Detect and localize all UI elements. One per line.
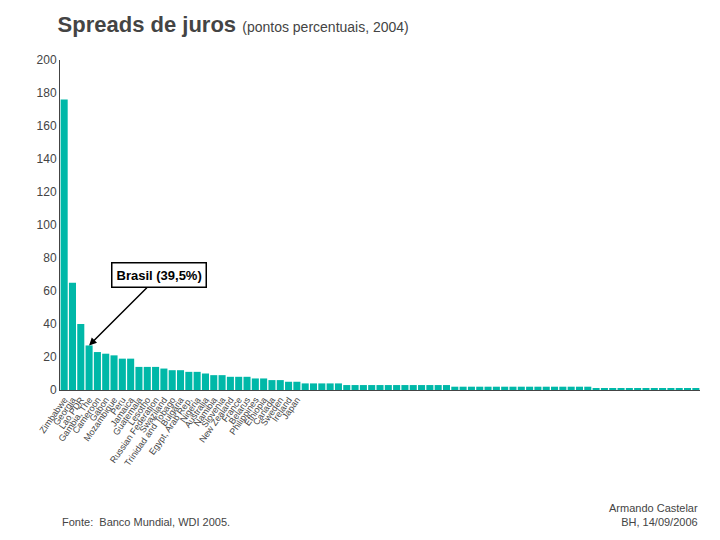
- svg-text:0: 0: [50, 383, 57, 397]
- svg-text:40: 40: [43, 317, 57, 331]
- svg-text:Australia: Australia: [182, 395, 210, 429]
- svg-text:Armando CastelarBH, 14/09/2006: Armando CastelarBH, 14/09/2006: [609, 502, 698, 528]
- svg-text:60: 60: [43, 284, 57, 298]
- svg-text:Zimbabwe: Zimbabwe: [37, 395, 69, 435]
- svg-text:120: 120: [37, 185, 57, 199]
- svg-text:Belarus: Belarus: [227, 395, 253, 426]
- svg-text:80: 80: [43, 251, 57, 265]
- svg-text:Russian Federation: Russian Federation: [108, 395, 161, 465]
- svg-text:Egypt, Arab Rep.: Egypt, Arab Rep.: [147, 395, 194, 456]
- svg-text:Brasil (39,5%): Brasil (39,5%): [117, 268, 202, 283]
- svg-text:Gabon: Gabon: [87, 395, 111, 423]
- svg-text:New Zealand: New Zealand: [197, 395, 236, 444]
- svg-text:Swaziland: Swaziland: [137, 395, 169, 434]
- svg-text:Guatemala: Guatemala: [111, 395, 144, 437]
- svg-text:100: 100: [37, 218, 57, 232]
- svg-text:Lesotho: Lesotho: [126, 395, 153, 427]
- svg-text:Fonte: Banco Mundial, WDI 200: Fonte: Banco Mundial, WDI 2005.: [62, 516, 230, 528]
- svg-text:Peru: Peru: [109, 395, 128, 416]
- svg-text:160: 160: [37, 119, 57, 133]
- svg-text:Slovenia: Slovenia: [199, 395, 227, 429]
- svg-text:Namibia: Namibia: [192, 395, 219, 428]
- svg-text:Bulgaria: Bulgaria: [159, 395, 186, 428]
- svg-text:Mozambique: Mozambique: [82, 395, 120, 443]
- svg-text:Canada: Canada: [251, 395, 277, 427]
- svg-text:Japan: Japan: [280, 395, 302, 421]
- svg-text:Ethiopia: Ethiopia: [242, 395, 269, 427]
- svg-text:20: 20: [43, 350, 57, 364]
- svg-text:Gambia, The: Gambia, The: [56, 395, 94, 443]
- svg-text:180: 180: [37, 86, 57, 100]
- svg-text:Spreads de juros (pontos perce: Spreads de juros (pontos percentuais, 20…: [58, 12, 409, 37]
- svg-text:140: 140: [37, 152, 57, 166]
- svg-text:Nigeria: Nigeria: [178, 395, 203, 424]
- svg-text:Sweden: Sweden: [259, 395, 286, 427]
- svg-text:Trinidad and Tobago: Trinidad and Tobago: [123, 395, 178, 468]
- svg-text:Philippines: Philippines: [227, 395, 260, 437]
- svg-text:Cameroon: Cameroon: [70, 395, 102, 435]
- svg-text:200: 200: [37, 53, 57, 67]
- svg-text:Ireland: Ireland: [270, 395, 294, 423]
- svg-text:France: France: [220, 395, 244, 424]
- svg-text:Georgia: Georgia: [51, 395, 78, 427]
- svg-text:Jamaica: Jamaica: [109, 395, 136, 428]
- svg-text:Lao PDR: Lao PDR: [57, 395, 86, 431]
